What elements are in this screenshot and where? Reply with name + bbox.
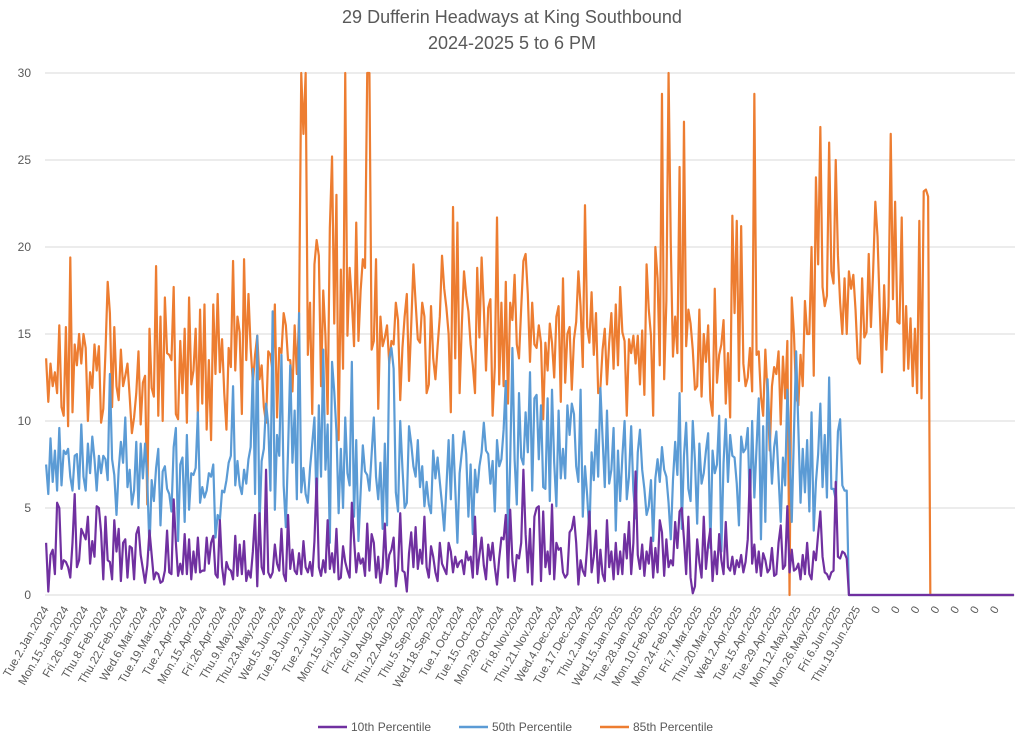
chart-subtitle: 2024-2025 5 to 6 PM xyxy=(428,33,596,53)
chart-title: 29 Dufferin Headways at King Southbound xyxy=(342,7,682,27)
series-line-85th-percentile xyxy=(45,71,1014,597)
x-tick-label: 0 xyxy=(889,605,903,617)
y-tick-label: 25 xyxy=(18,153,32,167)
series-layer xyxy=(45,71,1014,597)
legend-label-10th: 10th Percentile xyxy=(351,720,431,734)
legend-label-85th: 85th Percentile xyxy=(633,720,713,734)
series-line-10th-percentile xyxy=(45,468,1014,597)
y-tick-label: 15 xyxy=(18,327,32,341)
y-axis: 0 5 10 15 20 25 30 xyxy=(18,66,32,602)
y-tick-label: 5 xyxy=(24,501,31,515)
x-tick-label: 0 xyxy=(929,605,943,617)
legend-label-50th: 50th Percentile xyxy=(492,720,572,734)
y-tick-label: 20 xyxy=(18,240,32,254)
legend: 10th Percentile 50th Percentile 85th Per… xyxy=(318,720,713,734)
x-tick-label: 0 xyxy=(870,605,884,617)
x-axis: Tue.2.Jan.2024Mon.15.Jan.2024Fri.26.Jan.… xyxy=(2,604,1002,690)
x-tick-label: 0 xyxy=(988,605,1002,617)
y-tick-label: 10 xyxy=(18,414,32,428)
x-tick-label: 0 xyxy=(909,605,923,617)
x-tick-label: 0 xyxy=(949,605,963,617)
x-tick-label: 0 xyxy=(969,605,983,617)
y-tick-label: 0 xyxy=(24,588,31,602)
y-tick-label: 30 xyxy=(18,66,32,80)
